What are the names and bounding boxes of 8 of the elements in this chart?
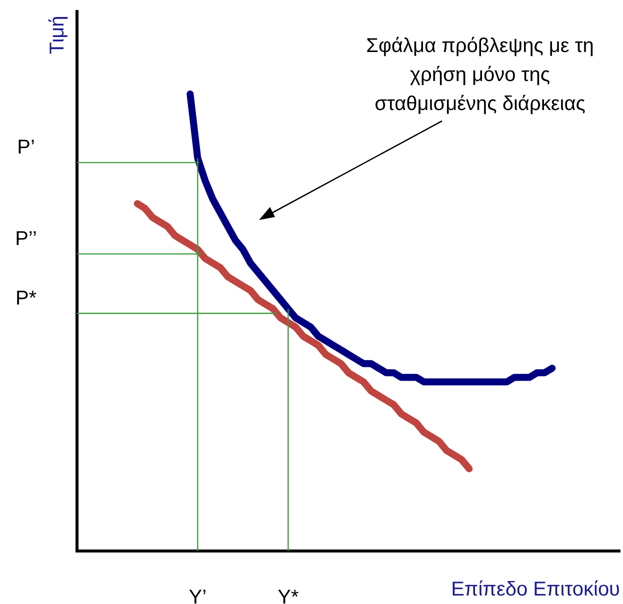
- ref-line-label: P’: [17, 136, 35, 159]
- ref-line-label: P’’: [15, 228, 37, 250]
- x-tick-label: Y*: [278, 586, 299, 604]
- x-axis-title: Επίπεδο Επιτοκίου: [451, 578, 620, 601]
- annotation: Σφάλμα πρόβλεψης με τη χρήση μόνο της σταθμισμένης διάρκειας: [366, 35, 594, 115]
- y-axis-title: Τιμή: [46, 16, 69, 54]
- x-tick-label: Y’: [188, 586, 207, 604]
- ref-line-label: P*: [15, 287, 37, 310]
